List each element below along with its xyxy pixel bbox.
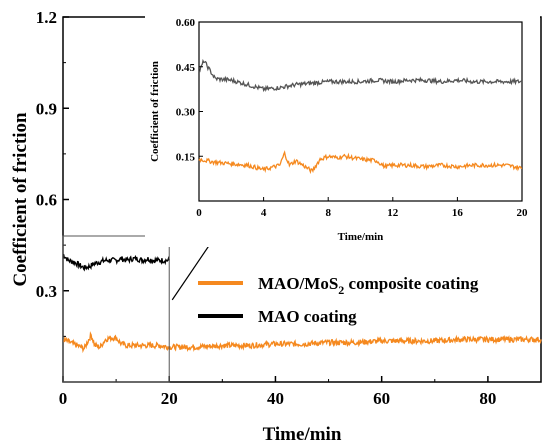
main-y-axis-label: Coefficient of friction (10, 112, 31, 287)
main-y-tick-label-1: 0.6 (36, 191, 57, 210)
main-plot: 0 20 40 60 800.30.60.91.2 Time/min Coefficie… (10, 8, 542, 445)
inset-x-tick-label-5: 20 (517, 207, 529, 219)
inset-y-tick-label-2: 0.45 (176, 62, 196, 74)
main-x-tick-label-2: 40 (267, 389, 284, 408)
inset-series-line-0 (198, 58, 523, 93)
inset-x-tick-label-0: 0 (196, 207, 202, 219)
main-x-axis-label: Time/min (263, 424, 342, 445)
inset-x-axis-label: Time/min (338, 231, 384, 243)
legend: MAO/MoS2 composite coating MAO coating (198, 274, 479, 326)
inset-y-axis-label: Coefficient of friction (149, 61, 161, 162)
inset-series-line-1 (198, 150, 522, 175)
inset-y-tick-label-1: 0.30 (176, 107, 196, 119)
inset-series-group (198, 58, 523, 175)
legend-label-mos2: MAO/MoS2 composite coating (258, 274, 479, 297)
main-x-tick-label-3: 60 (373, 389, 390, 408)
inset-x-tick-label-3: 12 (387, 207, 399, 219)
main-y-tick-label-3: 1.2 (36, 8, 57, 27)
inset-ticks-group: 0 4 8 12 16 20 0.15 0.30 0.45 0.60 (176, 17, 528, 219)
main-y-tick-label-0: 0.3 (36, 282, 57, 301)
legend-label-mao: MAO coating (258, 307, 357, 326)
zoom-region-box (62, 235, 170, 383)
inset-plot: 0 4 8 12 16 20 0.15 0.30 0.45 0.60 Time/min Coeff… (145, 15, 540, 247)
main-series-group (62, 253, 542, 354)
inset-y-tick-label-0: 0.15 (176, 151, 196, 163)
main-ticks-group: 0 20 40 60 800.30.60.91.2 (36, 8, 497, 408)
inset-x-tick-label-4: 16 (452, 207, 464, 219)
main-x-tick-label-1: 20 (161, 389, 178, 408)
main-series-line-1 (62, 331, 542, 354)
main-series-line-0 (62, 253, 170, 272)
main-y-tick-label-2: 0.9 (36, 99, 57, 118)
main-x-tick-label-0: 0 (59, 389, 68, 408)
main-x-tick-label-4: 80 (479, 389, 496, 408)
inset-x-tick-label-2: 8 (325, 207, 331, 219)
inset-y-tick-label-3: 0.60 (176, 17, 196, 29)
inset-x-tick-label-1: 4 (261, 207, 267, 219)
